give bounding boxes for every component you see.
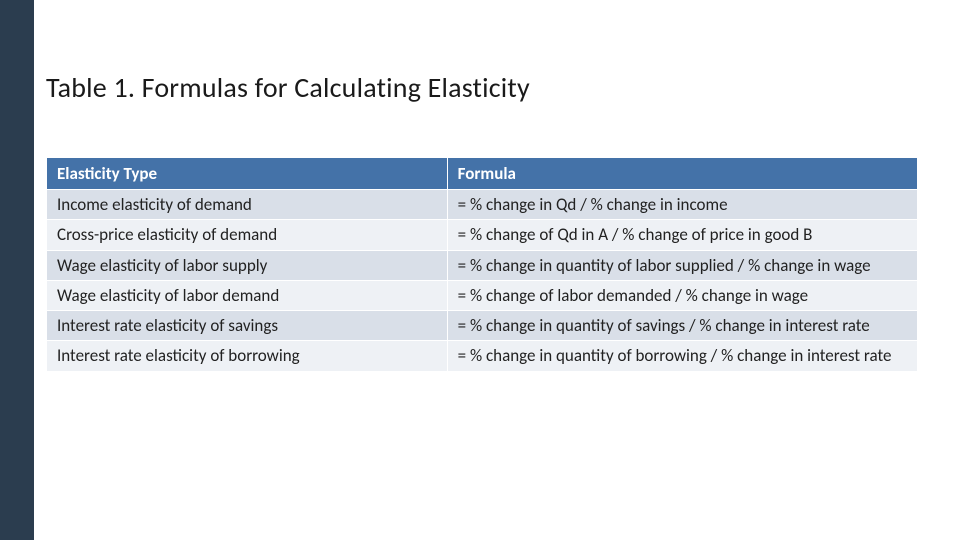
cell-type: Interest rate elasticity of savings <box>47 311 448 341</box>
table-body: Income elasticity of demand = % change i… <box>47 190 918 372</box>
slide-content: Table 1. Formulas for Calculating Elasti… <box>34 0 960 540</box>
cell-formula: = % change of Qd in A / % change of pric… <box>447 220 917 250</box>
col-header-formula: Formula <box>447 158 917 190</box>
cell-type: Cross-price elasticity of demand <box>47 220 448 250</box>
table-row: Income elasticity of demand = % change i… <box>47 190 918 220</box>
cell-formula: = % change in Qd / % change in income <box>447 190 917 220</box>
cell-type: Wage elasticity of labor supply <box>47 250 448 280</box>
page-title: Table 1. Formulas for Calculating Elasti… <box>46 70 918 105</box>
cell-type: Interest rate elasticity of borrowing <box>47 341 448 371</box>
left-accent-rail <box>0 0 34 540</box>
cell-formula: = % change of labor demanded / % change … <box>447 280 917 310</box>
table-row: Interest rate elasticity of borrowing = … <box>47 341 918 371</box>
table-header-row: Elasticity Type Formula <box>47 158 918 190</box>
table-row: Interest rate elasticity of savings = % … <box>47 311 918 341</box>
elasticity-table: Elasticity Type Formula Income elasticit… <box>46 157 918 372</box>
table-row: Cross-price elasticity of demand = % cha… <box>47 220 918 250</box>
cell-formula: = % change in quantity of savings / % ch… <box>447 311 917 341</box>
cell-formula: = % change in quantity of labor supplied… <box>447 250 917 280</box>
cell-type: Wage elasticity of labor demand <box>47 280 448 310</box>
table-row: Wage elasticity of labor supply = % chan… <box>47 250 918 280</box>
cell-type: Income elasticity of demand <box>47 190 448 220</box>
cell-formula: = % change in quantity of borrowing / % … <box>447 341 917 371</box>
table-row: Wage elasticity of labor demand = % chan… <box>47 280 918 310</box>
col-header-type: Elasticity Type <box>47 158 448 190</box>
